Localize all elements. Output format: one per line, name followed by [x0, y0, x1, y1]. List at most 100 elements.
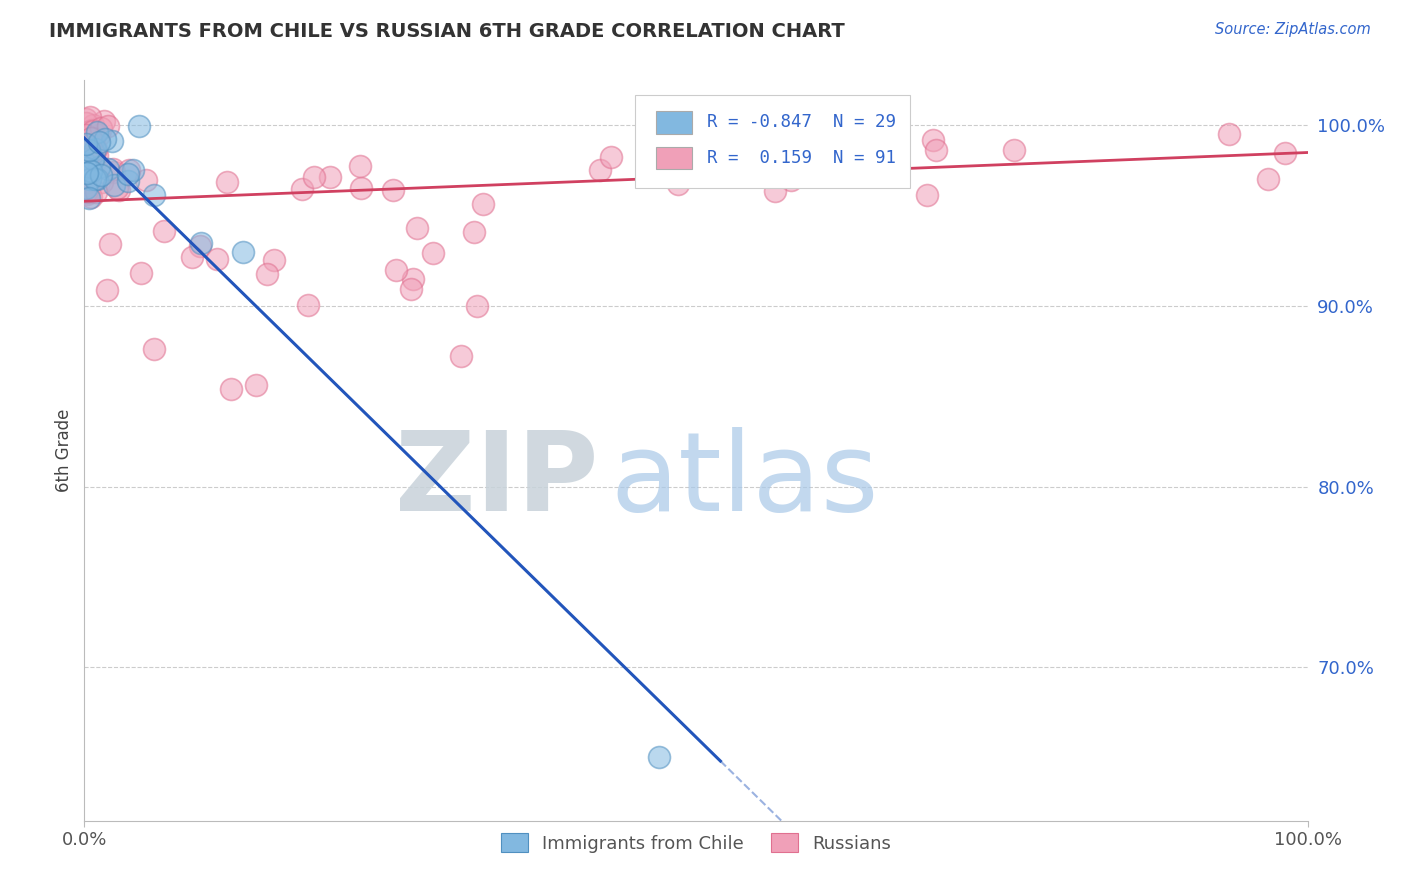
- Point: [735, 166, 758, 180]
- Point: [143, 188, 166, 202]
- Point: [77, 140, 100, 154]
- Point: [84, 172, 107, 186]
- Point: [90, 175, 112, 189]
- Point: [86, 148, 108, 162]
- Point: [135, 173, 157, 187]
- Point: [256, 267, 278, 281]
- Point: [84, 142, 107, 156]
- Point: [82, 124, 104, 138]
- Point: [77, 185, 100, 199]
- Point: [103, 165, 125, 179]
- Point: [406, 221, 429, 235]
- Point: [450, 349, 472, 363]
- Point: [1002, 143, 1025, 157]
- Point: [319, 169, 342, 184]
- Point: [915, 187, 938, 202]
- Point: [103, 161, 125, 176]
- Point: [117, 174, 139, 188]
- Point: [76, 168, 98, 182]
- Point: [89, 128, 111, 142]
- Point: [402, 272, 425, 286]
- Point: [217, 175, 239, 189]
- Point: [232, 244, 254, 259]
- Point: [589, 162, 612, 177]
- Point: [219, 382, 242, 396]
- Point: [96, 283, 118, 297]
- Point: [744, 139, 766, 153]
- Point: [75, 157, 97, 171]
- Point: [768, 136, 790, 150]
- Point: [83, 131, 105, 145]
- Point: [302, 169, 325, 184]
- Point: [75, 159, 97, 173]
- Point: [463, 225, 485, 239]
- Point: [599, 150, 621, 164]
- Point: [80, 123, 103, 137]
- Point: [98, 237, 121, 252]
- Point: [350, 181, 373, 195]
- Point: [75, 185, 97, 199]
- Point: [921, 133, 943, 147]
- Point: [105, 181, 128, 195]
- Point: [472, 197, 495, 211]
- Point: [190, 235, 212, 250]
- Point: [75, 137, 97, 152]
- Point: [76, 153, 98, 167]
- Point: [97, 119, 120, 133]
- Point: [75, 139, 97, 153]
- Point: [90, 168, 112, 182]
- Point: [75, 133, 97, 147]
- Point: [94, 132, 117, 146]
- Text: atlas: atlas: [610, 426, 879, 533]
- Point: [117, 162, 139, 177]
- Point: [76, 166, 98, 180]
- Point: [180, 250, 202, 264]
- Point: [122, 163, 145, 178]
- Point: [291, 182, 314, 196]
- Point: [763, 184, 786, 198]
- Point: [77, 169, 100, 183]
- Point: [75, 181, 97, 195]
- Point: [385, 263, 408, 277]
- Point: [90, 120, 112, 135]
- Point: [188, 238, 211, 252]
- Point: [87, 160, 110, 174]
- Text: Source: ZipAtlas.com: Source: ZipAtlas.com: [1215, 22, 1371, 37]
- Point: [84, 186, 107, 200]
- Point: [128, 119, 150, 133]
- Point: [79, 163, 101, 178]
- Point: [263, 253, 285, 268]
- Point: [382, 183, 405, 197]
- Point: [75, 164, 97, 178]
- FancyBboxPatch shape: [636, 95, 910, 187]
- Point: [117, 167, 139, 181]
- Point: [75, 128, 97, 142]
- Point: [152, 224, 174, 238]
- Point: [465, 298, 488, 312]
- Point: [86, 126, 108, 140]
- Point: [131, 266, 153, 280]
- Legend: Immigrants from Chile, Russians: Immigrants from Chile, Russians: [494, 826, 898, 860]
- Point: [422, 246, 444, 260]
- Point: [87, 135, 110, 149]
- Point: [77, 136, 100, 151]
- Point: [80, 131, 103, 145]
- Point: [75, 116, 97, 130]
- Point: [1218, 128, 1240, 142]
- Point: [97, 162, 120, 177]
- Point: [648, 750, 671, 764]
- Point: [107, 184, 129, 198]
- Point: [101, 134, 124, 148]
- Point: [75, 164, 97, 178]
- Point: [75, 112, 97, 126]
- Bar: [655, 112, 692, 134]
- Point: [1274, 145, 1296, 160]
- Point: [80, 190, 103, 204]
- Point: [666, 177, 689, 191]
- Point: [82, 118, 104, 132]
- Point: [76, 126, 98, 140]
- Point: [79, 161, 101, 176]
- Point: [205, 252, 228, 267]
- Point: [779, 172, 801, 186]
- Point: [349, 159, 371, 173]
